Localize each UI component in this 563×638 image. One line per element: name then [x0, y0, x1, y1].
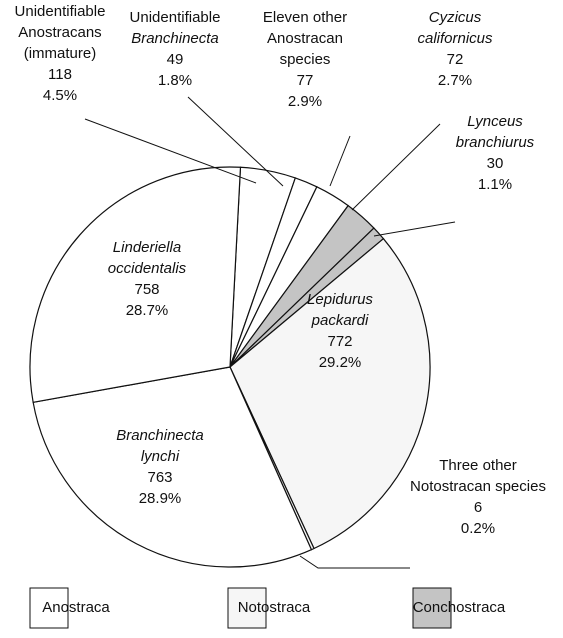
- slice-label: lynchi: [141, 448, 180, 465]
- slice-value: 77: [297, 72, 314, 89]
- pie-slice: [229, 237, 431, 550]
- slice-percent: 28.9%: [139, 490, 182, 507]
- slice-label: californicus: [417, 30, 493, 47]
- slice-label: Notostracan species: [410, 478, 546, 495]
- leader-line: [299, 555, 410, 569]
- leader-line: [84, 118, 257, 184]
- slice-percent: 0.2%: [461, 520, 495, 537]
- slice-value: 763: [147, 469, 172, 486]
- slice-label: packardi: [311, 312, 369, 329]
- slice-percent: 2.7%: [438, 72, 472, 89]
- slice-label: Linderiella: [113, 239, 181, 256]
- pie-slice: [29, 166, 242, 404]
- slice-label: Unidentifiable: [15, 3, 106, 20]
- slice-label: Lynceus: [467, 113, 523, 130]
- slice-label: Three other: [439, 457, 517, 474]
- slice-value: 772: [327, 333, 352, 350]
- pie-slice: [32, 366, 313, 568]
- leader-line: [329, 135, 351, 187]
- slice-value: 49: [167, 51, 184, 68]
- legend-swatch: [227, 587, 267, 629]
- leader-line: [351, 123, 441, 211]
- slice-percent: 1.8%: [158, 72, 192, 89]
- leader-line: [187, 96, 284, 187]
- slice-label: branchiurus: [456, 134, 535, 151]
- slice-percent: 2.9%: [288, 93, 322, 110]
- slice-value: 758: [134, 281, 159, 298]
- slice-value: 72: [447, 51, 464, 68]
- slice-percent: 1.1%: [478, 176, 512, 193]
- slice-label: species: [280, 51, 331, 68]
- slice-percent: 28.7%: [126, 302, 169, 319]
- slice-label: (immature): [24, 45, 97, 62]
- slice-label: Branchinecta: [116, 427, 204, 444]
- slice-percent: 4.5%: [43, 87, 77, 104]
- slice-label: occidentalis: [108, 260, 187, 277]
- legend-label: Conchostraca: [413, 599, 506, 616]
- slice-label: Lepidurus: [307, 291, 373, 308]
- leader-line: [373, 221, 456, 237]
- slice-label: Anostracans: [18, 24, 101, 41]
- legend-swatch: [412, 587, 452, 629]
- legend-label: Notostraca: [238, 599, 311, 616]
- slice-value: 6: [474, 499, 482, 516]
- legend-swatch: [29, 587, 69, 629]
- slice-label: Branchinecta: [131, 30, 219, 47]
- slice-label: Unidentifiable: [130, 9, 221, 26]
- slice-label: Cyzicus: [429, 9, 482, 26]
- legend-label: Anostraca: [42, 599, 110, 616]
- slice-label: Anostracan: [267, 30, 343, 47]
- slice-value: 118: [48, 66, 72, 83]
- slice-percent: 29.2%: [319, 354, 362, 371]
- slice-value: 30: [487, 155, 504, 172]
- slice-label: Eleven other: [263, 9, 347, 26]
